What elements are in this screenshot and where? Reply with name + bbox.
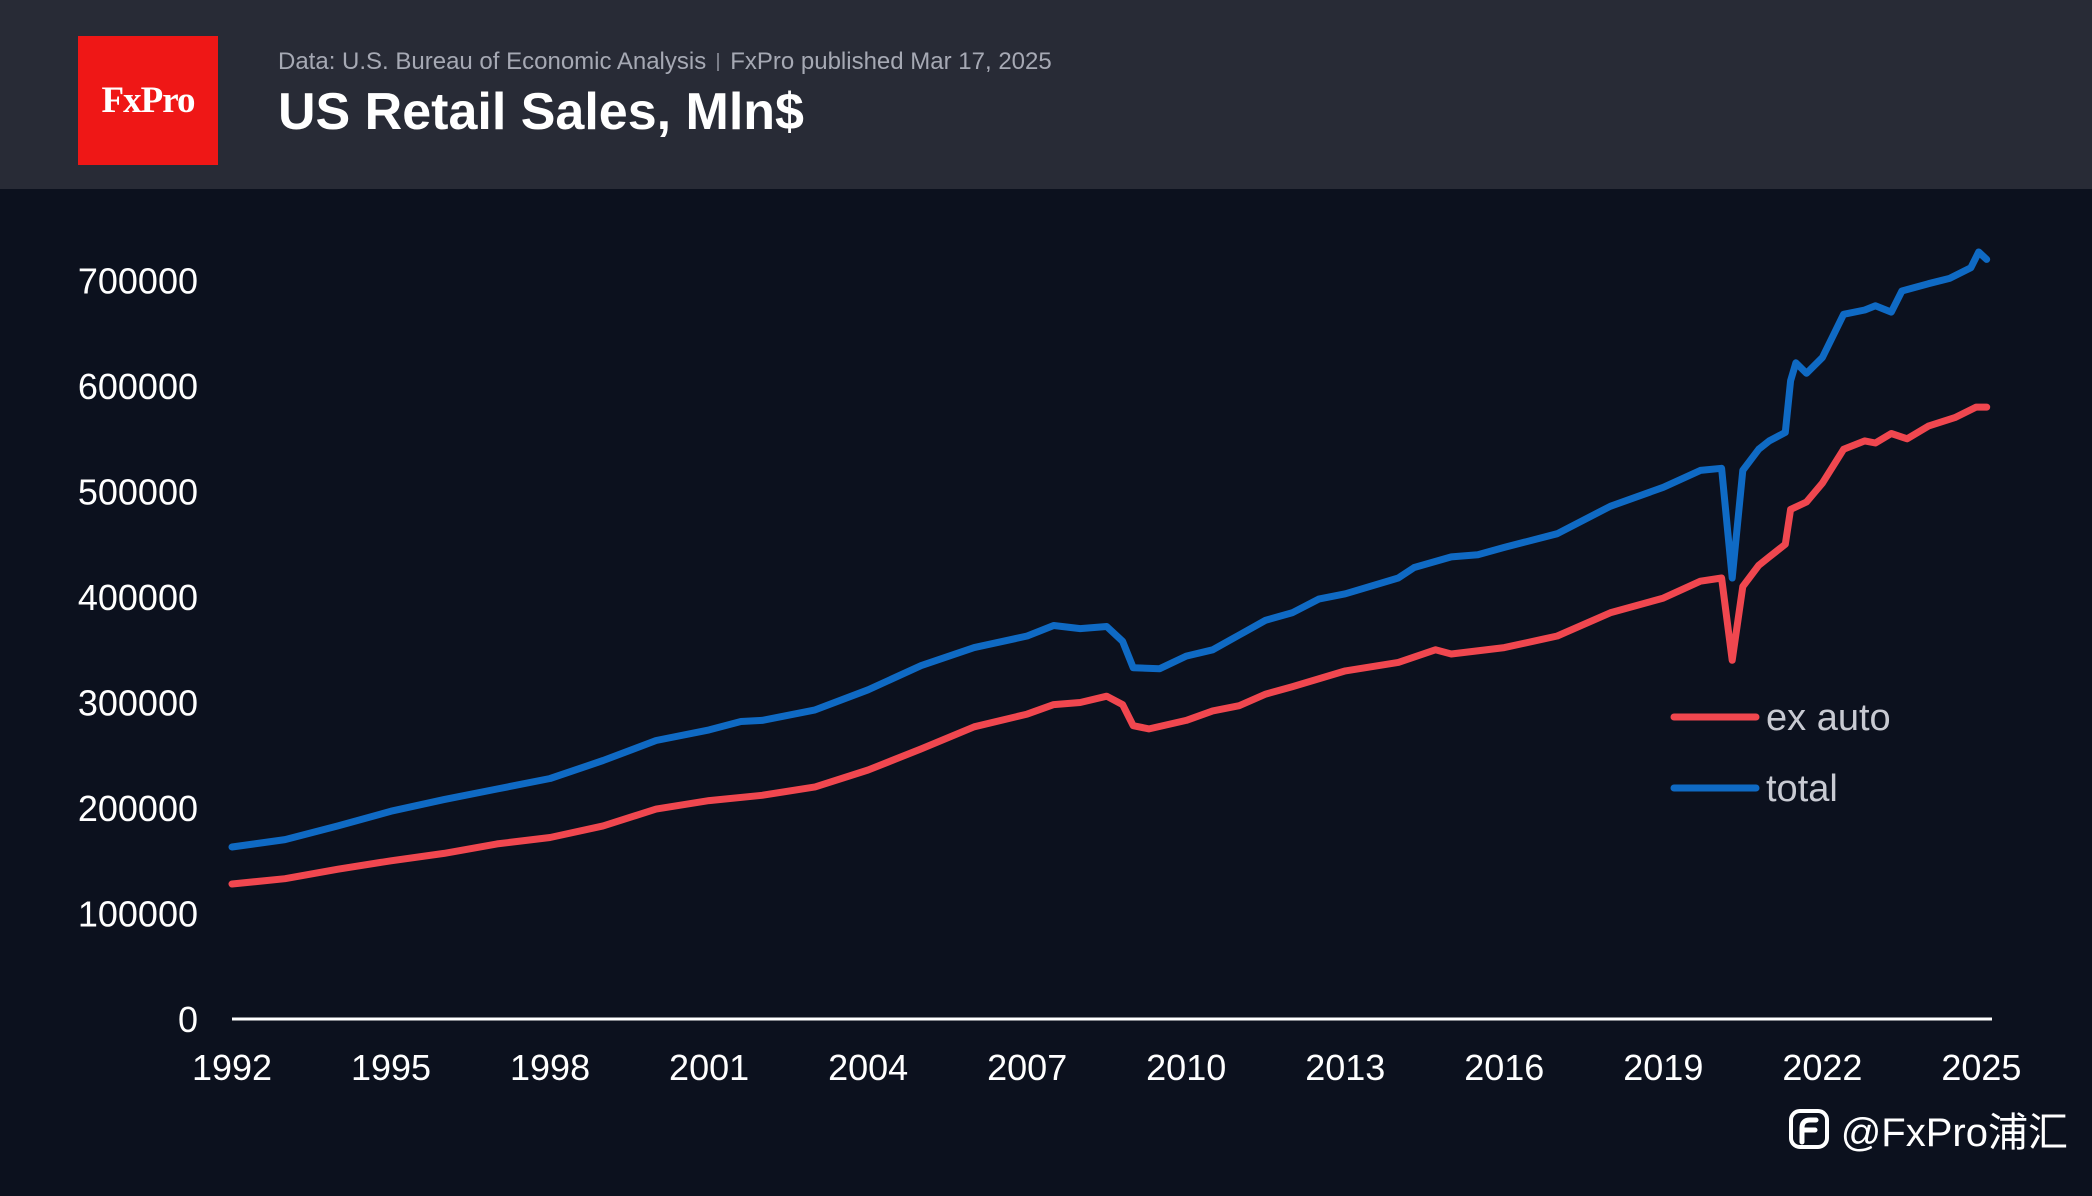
data-source: Data: U.S. Bureau of Economic Analysis	[278, 48, 707, 75]
y-tick-label: 600000	[78, 366, 198, 407]
x-tick-label: 1998	[510, 1047, 590, 1088]
x-tick-label: 2013	[1305, 1047, 1385, 1088]
chart-title: US Retail Sales, Mln$	[278, 83, 804, 141]
x-tick-label: 2022	[1782, 1047, 1862, 1088]
social-app-icon	[1788, 1109, 1829, 1149]
y-tick-label: 0	[178, 999, 198, 1040]
separator	[717, 53, 720, 71]
x-tick-label: 2019	[1623, 1047, 1703, 1088]
legend-label: total	[1766, 768, 1838, 810]
y-tick-label: 400000	[78, 577, 198, 618]
x-tick-label: 2004	[828, 1047, 908, 1088]
x-tick-label: 2001	[669, 1047, 749, 1088]
watermark: @FxPro浦汇	[1788, 1100, 2068, 1158]
watermark-text: @FxPro浦汇	[1840, 1111, 2068, 1155]
y-tick-label: 200000	[78, 788, 198, 829]
header-bar: FxPro Data: U.S. Bureau of Economic Anal…	[0, 0, 2092, 189]
y-tick-label: 100000	[78, 894, 198, 935]
source-line: Data: U.S. Bureau of Economic Analysis Fx…	[278, 48, 1052, 76]
x-tick-label: 2025	[1941, 1047, 2021, 1088]
x-tick-label: 2010	[1146, 1047, 1226, 1088]
series-line	[228, 248, 1991, 851]
x-tick-label: 1992	[192, 1047, 272, 1088]
published-date: FxPro published Mar 17, 2025	[730, 48, 1052, 75]
legend-label: ex auto	[1766, 697, 1891, 739]
x-tick-label: 2016	[1464, 1047, 1544, 1088]
y-tick-label: 700000	[78, 261, 198, 302]
fxpro-logo: FxPro	[78, 36, 218, 165]
y-tick-label: 500000	[78, 472, 198, 513]
x-tick-label: 1995	[351, 1047, 431, 1088]
x-tick-label: 2007	[987, 1047, 1067, 1088]
y-tick-label: 300000	[78, 683, 198, 724]
series-line	[228, 403, 1991, 888]
